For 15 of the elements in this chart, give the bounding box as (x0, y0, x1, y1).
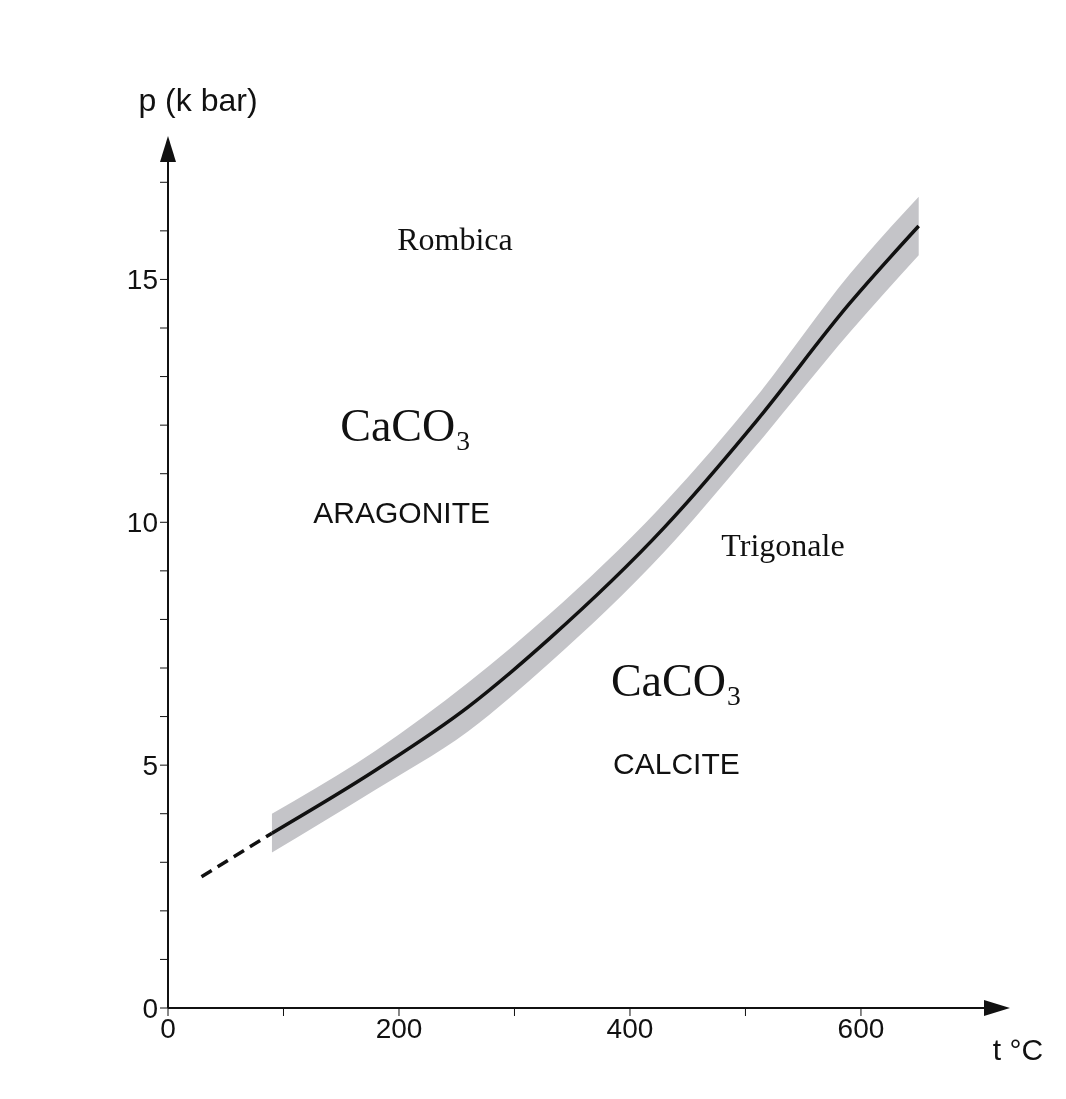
annotation: CaCO₃ (340, 399, 472, 451)
annotation: CaCO₃ (610, 654, 742, 706)
y-tick-label: 10 (126, 507, 158, 539)
x-axis-title: t °C (992, 1032, 1044, 1066)
x-tick-label: 600 (837, 1012, 885, 1044)
annotation: ARAGONITE (313, 495, 491, 529)
y-axis-title: p (k bar) (138, 82, 258, 119)
y-tick-label: 0 (142, 992, 158, 1024)
annotation: CALCITE (613, 746, 740, 780)
annotation: Rombica (397, 221, 513, 258)
annotation: Trigonale (721, 527, 845, 564)
x-tick-label: 200 (375, 1012, 423, 1044)
y-tick-label: 5 (142, 750, 158, 782)
y-tick-label: 15 (126, 264, 158, 296)
x-tick-label: 400 (606, 1012, 654, 1044)
